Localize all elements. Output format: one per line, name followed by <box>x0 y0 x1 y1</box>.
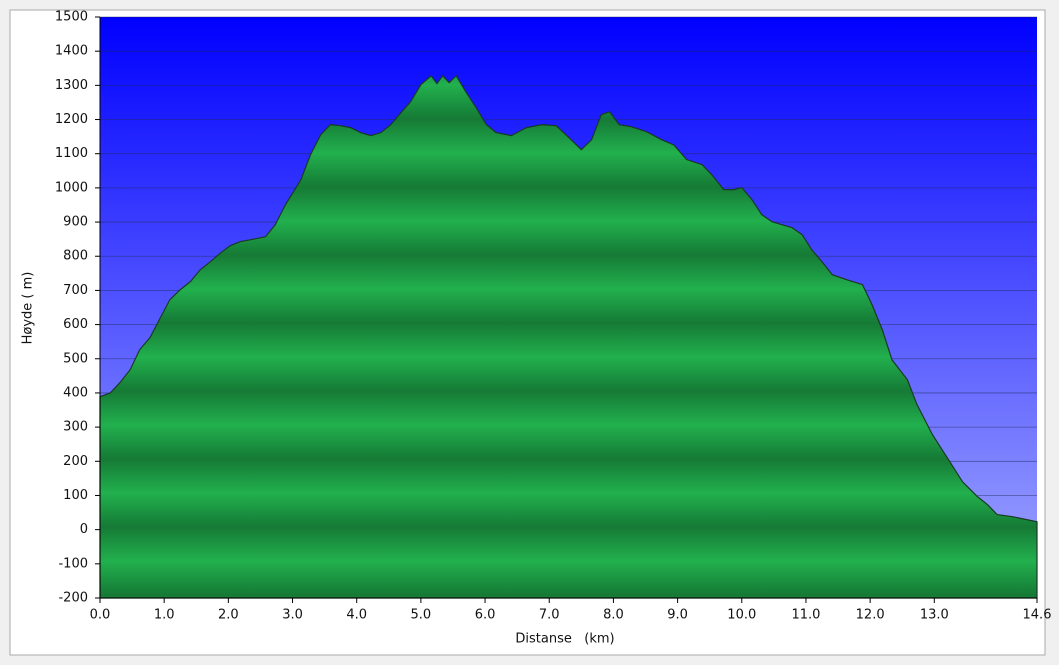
x-tick-label: 9.0 <box>667 608 688 623</box>
y-tick-label: 300 <box>63 420 88 435</box>
x-tick-label: 2.0 <box>218 608 239 623</box>
x-axis-title: Distanse (km) <box>515 632 614 647</box>
x-tick-label: 1.0 <box>154 608 175 623</box>
x-tick-label: 8.0 <box>603 608 624 623</box>
y-tick-label: 800 <box>63 249 88 264</box>
x-tick-label: 7.0 <box>539 608 560 623</box>
x-tick-label: 5.0 <box>411 608 432 623</box>
y-tick-label: 400 <box>63 385 88 400</box>
y-tick-label: 500 <box>63 351 88 366</box>
y-tick-label: 900 <box>63 215 88 230</box>
y-tick-label: 200 <box>63 454 88 469</box>
x-tick-label: 4.0 <box>346 608 367 623</box>
x-tick-label: 12.0 <box>856 608 885 623</box>
y-tick-label: 700 <box>63 283 88 298</box>
x-tick-label: 14.6 <box>1023 608 1052 623</box>
y-tick-label: 1200 <box>55 112 88 127</box>
x-tick-label: 13.0 <box>920 608 949 623</box>
x-tick-label: 0.0 <box>90 608 111 623</box>
y-tick-label: 0 <box>80 522 88 537</box>
x-tick-label: 11.0 <box>791 608 820 623</box>
y-tick-label: 600 <box>63 317 88 332</box>
y-tick-label: 1100 <box>55 146 88 161</box>
y-tick-label: 100 <box>63 488 88 503</box>
y-tick-label: -200 <box>58 591 88 606</box>
x-tick-label: 10.0 <box>727 608 756 623</box>
y-tick-label: -100 <box>58 556 88 571</box>
y-tick-label: 1400 <box>55 44 88 59</box>
elevation-area <box>99 74 1038 599</box>
x-tick-label: 3.0 <box>282 608 303 623</box>
y-axis-title: Høyde ( m) <box>21 272 36 345</box>
y-tick-label: 1500 <box>55 10 88 25</box>
x-tick-label: 6.0 <box>475 608 496 623</box>
y-tick-label: 1000 <box>55 180 88 195</box>
y-tick-label: 1300 <box>55 78 88 93</box>
